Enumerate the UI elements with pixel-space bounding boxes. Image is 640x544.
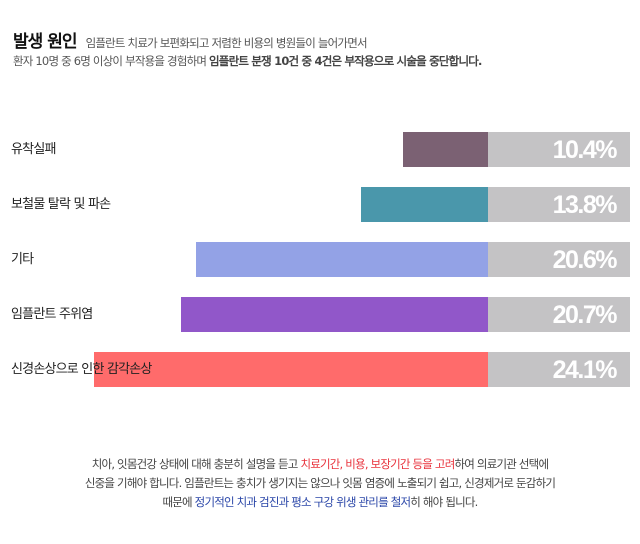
- footer-line-3: 때문에 정기적인 치과 검진과 평소 구강 위생 관리를 철저히 해야 됩니다.: [162, 495, 478, 509]
- bar-label: 신경손상으로 인한 감각손상: [11, 362, 152, 377]
- highlight-blue: 정기적인 치과 검진과 평소 구강 위생 관리를 철저: [194, 495, 411, 509]
- bar-value: 20.7%: [552, 301, 618, 329]
- bar-label: 임플란트 주위염: [11, 307, 93, 322]
- chart-subtitle-line1: 임플란트 치료가 보편화되고 저렴한 비용의 병원들이 늘어가면서: [85, 36, 368, 50]
- bar-label: 유착실패: [11, 142, 56, 157]
- highlight-red: 치료기간, 비용, 보장기간 등을 고려: [300, 457, 455, 471]
- bar-value: 10.4%: [552, 136, 618, 164]
- value-box: 24.1%: [488, 352, 630, 387]
- footer-line-1: 치아, 잇몸건강 상태에 대해 충분히 설명을 듣고 치료기간, 비용, 보장기…: [91, 457, 549, 471]
- bar-fill: [361, 187, 488, 222]
- bar-value: 20.6%: [552, 246, 618, 274]
- bar-row-prosthesis-detachment: 보철물 탈락 및 파손 13.8%: [0, 187, 640, 222]
- value-box: 20.6%: [488, 242, 630, 277]
- emphasis-text: 임플란트 분쟁 10건 중 4건은 부작용으로 시술을 중단합니다.: [209, 54, 482, 68]
- bar-value: 24.1%: [552, 356, 618, 384]
- value-box: 10.4%: [488, 132, 630, 167]
- bar-row-nerve-damage: 신경손상으로 인한 감각손상 24.1%: [0, 352, 640, 387]
- bar-fill: [94, 352, 488, 387]
- footer-line-2: 신중을 기해야 합니다. 임플란트는 충치가 생기지는 않으나 잇몸 염증에 노…: [84, 476, 556, 490]
- bar-fill: [181, 297, 488, 332]
- bar-label: 보철물 탈락 및 파손: [11, 197, 111, 212]
- bar-fill: [403, 132, 488, 167]
- footer-note: 치아, 잇몸건강 상태에 대해 충분히 설명을 듣고 치료기간, 비용, 보장기…: [0, 455, 640, 512]
- chart-header: 발생 원인 임플란트 치료가 보편화되고 저렴한 비용의 병원들이 늘어가면서 …: [13, 32, 633, 69]
- chart-title: 발생 원인: [13, 32, 77, 52]
- bar-row-other: 기타 20.6%: [0, 242, 640, 277]
- value-box: 20.7%: [488, 297, 630, 332]
- bar-label: 기타: [11, 252, 34, 267]
- value-box: 13.8%: [488, 187, 630, 222]
- chart-subtitle-line2: 환자 10명 중 6명 이상이 부작용을 경험하며 임플란트 분쟁 10건 중 …: [13, 54, 482, 68]
- bar-row-peri-implantitis: 임플란트 주위염 20.7%: [0, 297, 640, 332]
- bar-row-adhesion-failure: 유착실패 10.4%: [0, 132, 640, 167]
- bar-fill: [196, 242, 488, 277]
- bar-value: 13.8%: [552, 191, 618, 219]
